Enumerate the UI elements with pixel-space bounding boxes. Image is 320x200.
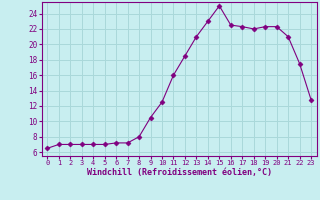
X-axis label: Windchill (Refroidissement éolien,°C): Windchill (Refroidissement éolien,°C) [87, 168, 272, 177]
